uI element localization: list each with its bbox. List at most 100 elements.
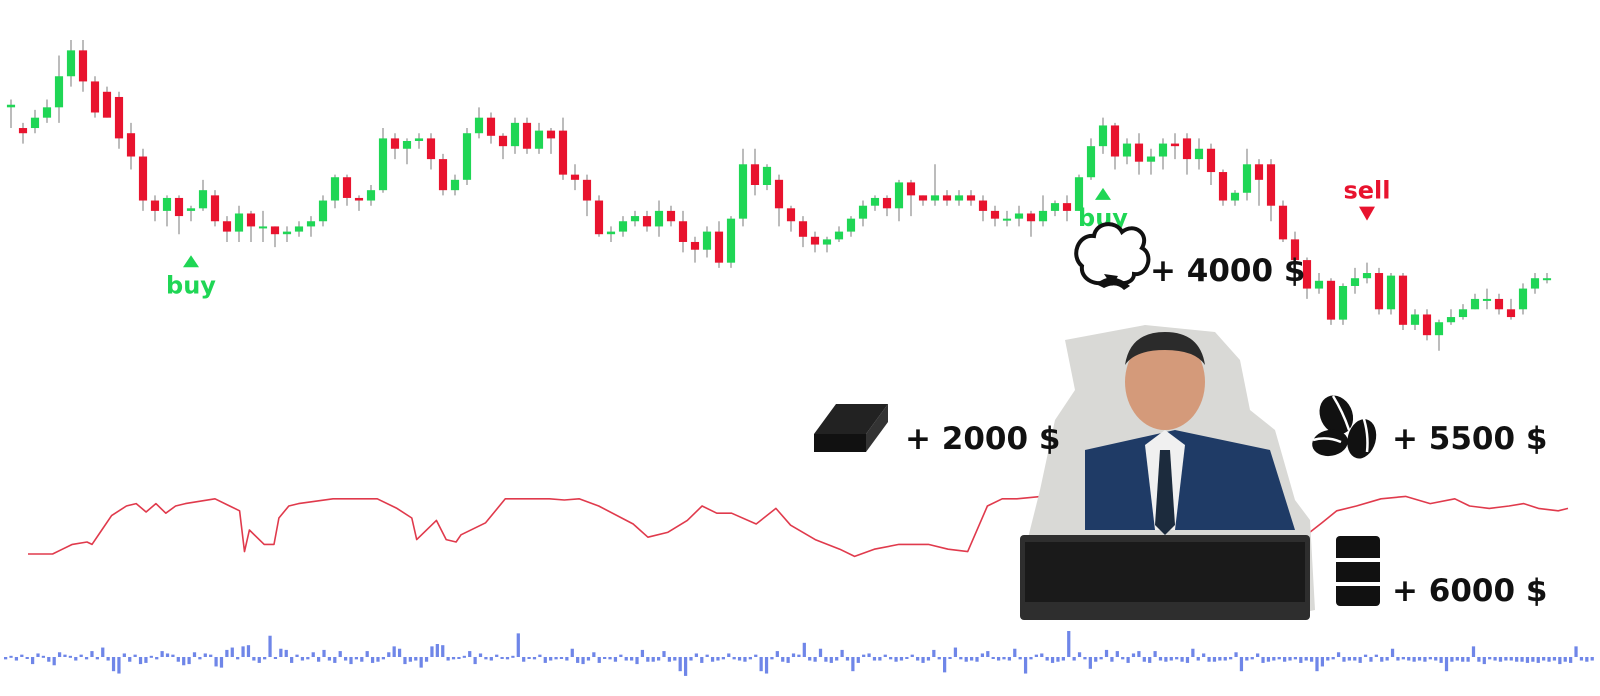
volume-bar: [1077, 652, 1082, 657]
volume-bar: [673, 657, 677, 661]
volume-bar: [1029, 657, 1033, 660]
volume-bar: [1347, 657, 1351, 661]
candle: [774, 174, 784, 227]
candle: [1218, 169, 1228, 206]
volume-bar: [1563, 657, 1567, 662]
volume-bar: [1040, 653, 1044, 657]
candle: [534, 122, 544, 154]
volume-bar: [910, 654, 914, 657]
volume-bar: [1261, 657, 1265, 663]
volume-bar: [1126, 657, 1130, 663]
volume-bar: [1369, 657, 1373, 662]
volume-bar: [478, 653, 483, 657]
volume-bar: [953, 647, 958, 657]
volume-bar: [959, 657, 963, 660]
volume-bar: [1034, 654, 1038, 657]
volume-bar: [689, 657, 693, 661]
candle: [1290, 231, 1300, 274]
volume-bar: [554, 657, 558, 660]
volume-bar: [1336, 652, 1341, 657]
candle: [1542, 273, 1552, 284]
volume-bar: [1488, 657, 1492, 660]
volume-bar: [451, 657, 456, 660]
profit-coffee-label: + 5500 $: [1392, 421, 1547, 457]
volume-bar: [101, 647, 105, 657]
volume-bar: [624, 657, 628, 661]
volume-bar: [608, 657, 612, 660]
volume-bar: [948, 657, 952, 659]
volume-bar: [155, 657, 159, 660]
candle: [306, 216, 316, 237]
volume-bar: [468, 651, 472, 657]
volume-bar: [257, 657, 261, 663]
volume-bar: [662, 651, 666, 657]
candle: [1182, 133, 1192, 175]
volume-bar: [1309, 657, 1314, 662]
candle: [366, 185, 376, 206]
candle: [1338, 283, 1348, 325]
candle: [1482, 288, 1492, 310]
volume-bar: [926, 657, 931, 661]
candle: [6, 99, 16, 129]
volume-bar: [1455, 657, 1459, 661]
candle: [882, 195, 892, 217]
volume-bar: [1002, 657, 1006, 660]
candle: [1134, 133, 1144, 175]
candle: [54, 55, 64, 123]
volume-bar: [808, 657, 812, 661]
candle: [1206, 143, 1216, 185]
volume-bar: [667, 657, 672, 662]
volume-bar: [1466, 657, 1470, 662]
volume-bar: [4, 657, 8, 660]
volume-bar: [597, 657, 601, 663]
volume-bar: [360, 657, 364, 662]
volume-bar: [1282, 657, 1287, 662]
candle: [66, 40, 76, 87]
volume-bar: [30, 657, 35, 665]
volume-bar: [1256, 653, 1260, 657]
volume-bar: [1428, 657, 1432, 660]
candle: [1194, 138, 1204, 170]
volume-bar: [813, 657, 817, 662]
volume-bar: [408, 657, 412, 662]
candle: [558, 117, 568, 180]
candle: [246, 210, 256, 242]
candle: [270, 226, 280, 248]
volume-bar: [1585, 657, 1589, 662]
volume-bar: [1104, 649, 1109, 657]
candle: [1446, 309, 1456, 325]
candle: [894, 179, 904, 222]
volume-bar: [1191, 648, 1195, 657]
volume-bar: [192, 652, 197, 657]
candle: [1110, 122, 1120, 170]
volume-bar: [824, 657, 828, 662]
volume-bar: [894, 657, 898, 662]
volume-bar: [1153, 651, 1157, 657]
candle: [942, 190, 952, 206]
volume-bar: [138, 657, 143, 665]
candle: [402, 138, 412, 165]
volume-bar: [943, 657, 947, 673]
volume-bar: [1142, 657, 1146, 662]
volume-bar: [505, 657, 510, 660]
volume-bar: [1288, 657, 1292, 661]
volume-bar: [1401, 657, 1405, 660]
volume-bar: [851, 657, 855, 672]
volume-bar: [252, 657, 256, 661]
volume-bar: [878, 657, 882, 661]
volume-bar: [872, 657, 877, 661]
volume-bar: [79, 654, 83, 657]
candle: [750, 148, 760, 196]
candle: [102, 86, 112, 118]
volume-bar: [576, 657, 580, 663]
volume-bar: [1385, 657, 1389, 661]
volume-bar: [603, 657, 607, 659]
volume-bar: [1471, 646, 1476, 657]
candle: [318, 195, 328, 227]
volume-bar: [1515, 657, 1519, 662]
candle: [1122, 138, 1132, 165]
candle: [1326, 278, 1336, 325]
volume-bar: [209, 654, 213, 657]
volume-bar: [581, 657, 585, 665]
